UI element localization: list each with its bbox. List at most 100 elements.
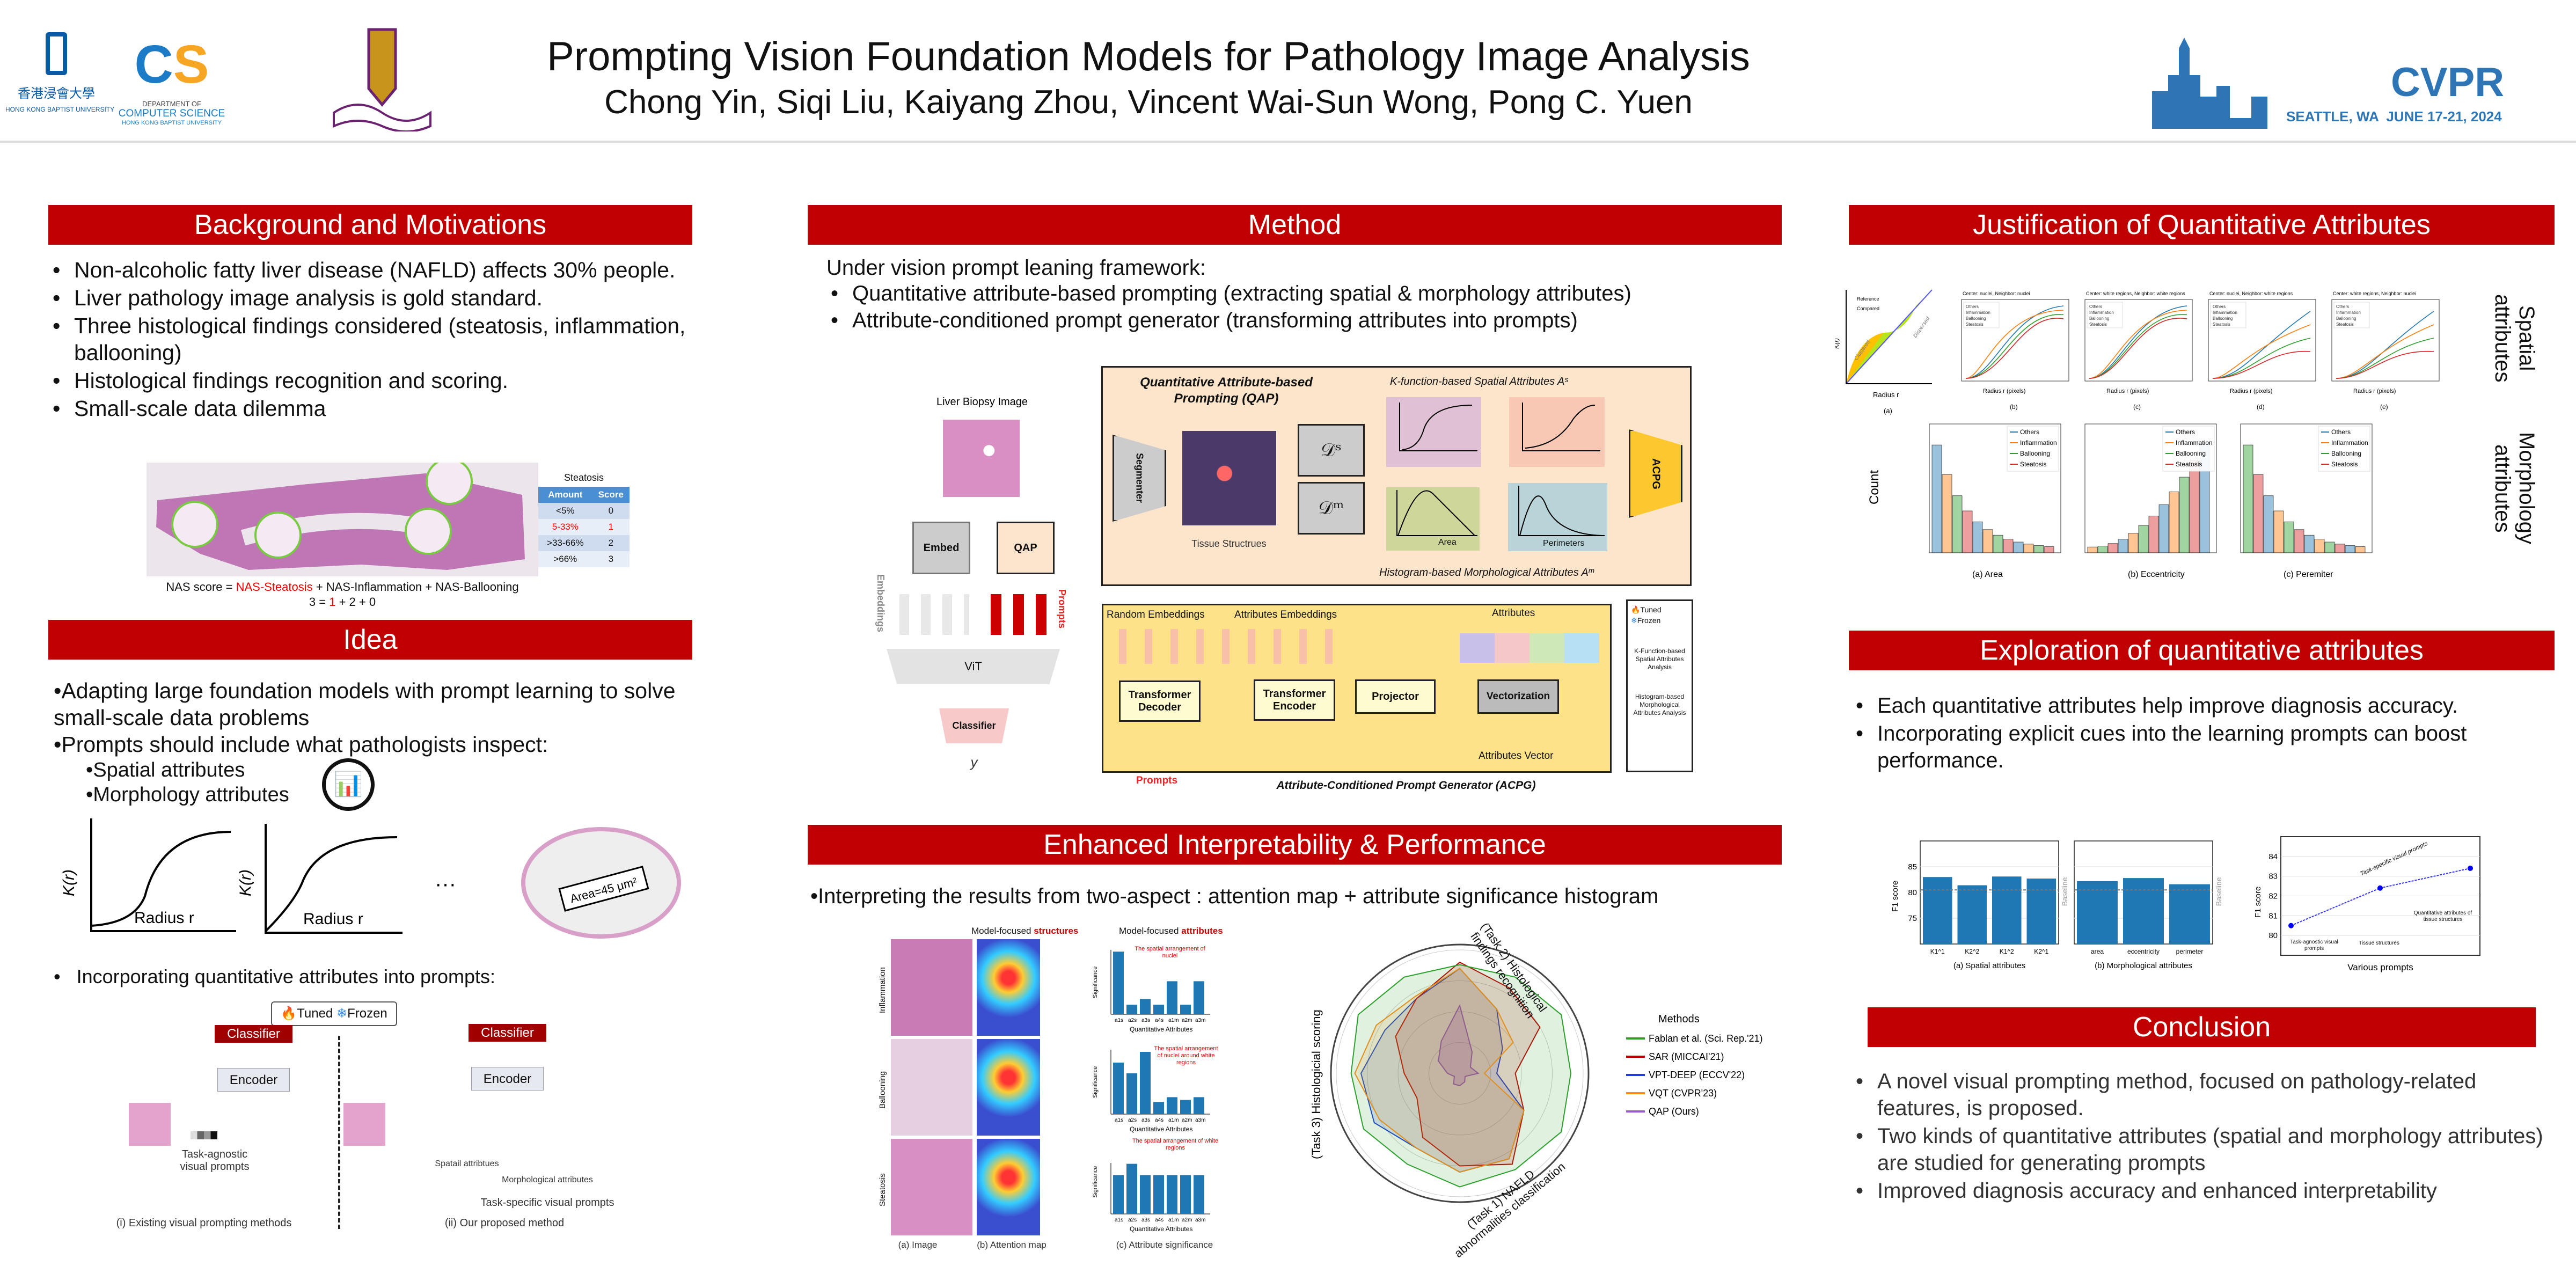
significance-bar (1167, 1097, 1177, 1114)
point-label: Tissue structures (2359, 940, 2399, 946)
radar-grid (1336, 949, 1584, 1197)
area-label: Area (1438, 538, 1457, 547)
bullet: Two kinds of quantitative attributes (sp… (1851, 1123, 2560, 1176)
section-header-background: Background and Motivations (48, 205, 692, 245)
section-header-justification: Justification of Quantitative Attributes (1849, 205, 2555, 245)
projector-box: Projector (1355, 679, 1436, 714)
t: Incorporating quantitative attributes in… (76, 965, 496, 987)
t: Transformer Decoder (1128, 689, 1191, 713)
tick-label: a1s (1115, 1018, 1123, 1023)
td: 3 (608, 554, 614, 564)
idea-sub: •Spatial attributes •Morphology attribut… (86, 759, 289, 806)
legend-entry: Ballooning (2089, 316, 2109, 321)
liver-image (943, 420, 1020, 497)
hist-bar (2169, 492, 2179, 553)
x-label: (a) Spatial attributes (1953, 961, 2025, 970)
radius-label: Radius r (1873, 391, 1899, 399)
th: Amount (548, 489, 583, 500)
legend-entry: Ballooning (2213, 316, 2233, 321)
f1-point (2288, 923, 2294, 928)
encoder-box-existing: Encoder (217, 1068, 290, 1092)
hist-bar (1962, 510, 1973, 553)
tick-label: a2m (1182, 1018, 1192, 1023)
legend-entry: Inflammation (2089, 310, 2114, 315)
idea-bullet-3: • Incorporating quantitative attributes … (54, 965, 496, 987)
row-label: Inflammation (878, 967, 887, 1013)
axes (1846, 290, 1932, 384)
significance-bar (1167, 981, 1177, 1014)
bullet: Incorporating explicit cues into the lea… (1851, 720, 2549, 774)
tick-label: a2m (1182, 1217, 1192, 1223)
bullet: Attribute-conditioned prompt generator (… (826, 308, 1782, 333)
y-tick: 83 (2268, 872, 2278, 881)
t: Frozen (1637, 616, 1661, 625)
hist-bar (2107, 543, 2118, 553)
legend-entry: QAP (Ours) (1649, 1106, 1699, 1117)
tick-label: a3s (1141, 1117, 1150, 1123)
bullet: Each quantitative attributes help improv… (1851, 692, 2549, 719)
legend-entry: Inflammation (2331, 439, 2368, 447)
bullet: A novel visual prompting method, focused… (1851, 1068, 2560, 1122)
f1-bar (2123, 878, 2164, 944)
hkbu-logo: 香港浸會大學 HONG KONG BAPTIST UNIVERSITY (5, 32, 114, 129)
hist-bar (2253, 474, 2264, 553)
table-title: Steatosis (564, 472, 604, 483)
attention-map (977, 1139, 1040, 1235)
t: ACPG (1650, 458, 1662, 489)
bullet: Histological findings recognition and sc… (48, 367, 692, 394)
hist-bar (2189, 460, 2200, 553)
interp-intro: •Interpreting the results from two-aspec… (810, 884, 1659, 908)
tick-label: a4s (1155, 1117, 1163, 1123)
annotation: The spatial arrangement of nuclei (1135, 946, 1205, 959)
dispersed-label: Dispersed (1912, 316, 1931, 339)
legend-title: Methods (1658, 1013, 1700, 1025)
hist-bar (2355, 546, 2366, 553)
t: Tuned (1640, 605, 1662, 614)
idea-text: •Adapting large foundation models with p… (54, 677, 692, 807)
t: 3 = (309, 595, 330, 609)
radar-series (1350, 964, 1572, 1188)
prompts-label-left: Prompts (1057, 589, 1067, 629)
bullet: Small-scale data dilemma (48, 395, 692, 422)
x-label: Quantitative Attributes (1130, 1125, 1192, 1133)
significance-bar (1113, 1175, 1124, 1214)
x-label: Various prompts (2347, 962, 2413, 972)
td: 1 (608, 522, 614, 532)
legend-entry: Others (2020, 428, 2039, 436)
idea-bullet-1: •Adapting large foundation models with p… (54, 678, 676, 730)
tick-label: a1s (1115, 1217, 1123, 1223)
legend-entry: Others (1966, 304, 1979, 309)
hist-bar (2003, 539, 2014, 553)
bullet: Liver pathology image analysis is gold s… (48, 284, 692, 311)
td: 5-33% (552, 522, 579, 532)
tick-label: a1s (1115, 1117, 1123, 1123)
kplot-series (2336, 324, 2434, 379)
kplot-series (2212, 324, 2311, 379)
decoder-box: Transformer Decoder (1119, 680, 1201, 722)
caption-image: (a) Image (898, 1240, 938, 1250)
hist-caption: (a) Area (1972, 570, 2003, 579)
t: Model-focused (971, 926, 1034, 936)
baseline-label: Baseline (2214, 877, 2223, 906)
classifier-box: Classifier (939, 708, 1009, 743)
significance-bar (1140, 999, 1151, 1014)
significance-bar (1113, 1063, 1124, 1114)
legend-entry: Ballooning (2331, 450, 2361, 457)
kplot-legend-box (2210, 302, 2246, 328)
hist-bar (2304, 535, 2315, 553)
y-label: F1 score (2253, 887, 2263, 918)
qap-title: Quantitative Attribute-based Prompting (… (1140, 375, 1313, 406)
hist-plot-area (1386, 487, 1480, 551)
kplot-series (2212, 350, 2311, 379)
significance-chart: Significance a1s a2s a3s a4s a1m a2m a3mQuantit… (1092, 950, 1210, 1033)
radar-chart: (Task 3) Histologicial scoring Methods Fab… (1309, 943, 1763, 1203)
side-label-spatial: Spatial attributes (2491, 294, 2538, 383)
legend: Compared (1857, 306, 1879, 311)
hkbu-cn: 香港浸會大學 (18, 86, 95, 101)
hist-bar (2345, 545, 2355, 553)
legend-entry: Inflammation (2213, 310, 2237, 315)
hist-bar (2179, 477, 2190, 553)
t: 𝒟ˢ (1321, 440, 1342, 461)
baseline-label: Baseline (2060, 877, 2069, 906)
cs-logo: CS DEPARTMENT OF COMPUTER SCIENCE HONG K… (115, 38, 228, 126)
